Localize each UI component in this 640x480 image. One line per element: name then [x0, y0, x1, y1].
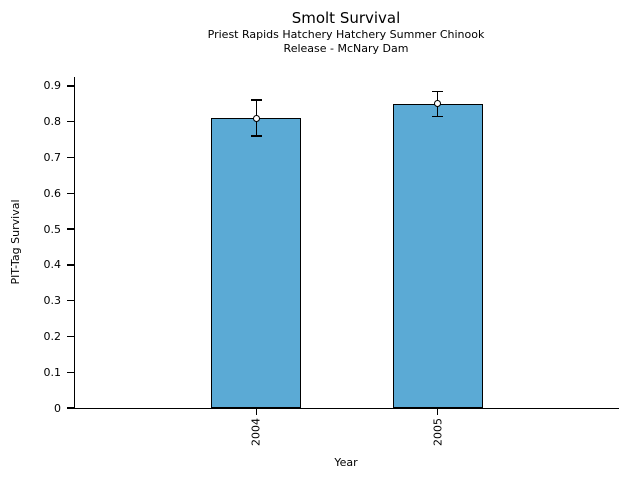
x-axis-tick-label-2004: 2004 — [249, 418, 263, 446]
y-axis-label: PIT-Tag Survival — [9, 199, 22, 285]
x-axis-tick — [436, 408, 439, 415]
chart-subtitle-line2: Release - McNary Dam — [283, 42, 409, 55]
error-bar-marker-2005 — [434, 100, 442, 108]
x-axis-tick-label-2005: 2005 — [431, 418, 445, 446]
y-axis-tick — [66, 85, 74, 87]
y-axis-tick — [66, 264, 74, 266]
y-axis-tick-label: 0.1 — [43, 365, 62, 379]
y-axis-tick-label: 0.5 — [43, 222, 62, 236]
y-axis-tick — [66, 228, 74, 230]
y-axis-tick — [66, 192, 74, 194]
y-axis-tick — [66, 371, 74, 373]
bar-2004 — [211, 118, 302, 408]
x-axis-tick — [255, 408, 258, 415]
error-bar-marker-2004 — [252, 114, 260, 122]
bar-2005 — [392, 103, 483, 408]
y-axis-tick-label: 0.6 — [43, 186, 62, 200]
y-axis-tick — [66, 335, 74, 338]
y-axis-tick-label: 0.3 — [43, 294, 62, 308]
y-axis-tick — [66, 121, 74, 123]
y-axis-tick-label: 0 — [54, 401, 61, 415]
y-axis-tick-label: 0.4 — [43, 258, 62, 272]
error-bar-cap-top-2004 — [250, 99, 262, 102]
chart-subtitle-line1: Priest Rapids Hatchery Hatchery Summer C… — [207, 28, 485, 41]
x-axis-label: Year — [334, 456, 358, 469]
chart-title: Smolt Survival — [291, 9, 401, 27]
error-bar-cap-bottom-2005 — [432, 115, 444, 118]
y-axis-tick-label: 0.9 — [43, 79, 62, 93]
y-axis-tick-label: 0.8 — [43, 115, 62, 129]
y-axis-tick — [66, 407, 74, 409]
plot-area: 0 0.1 0.2 0.3 0.4 0.5 0.6 0.7 0.8 0.9 2004 2005 — [44, 77, 619, 446]
y-axis-tick-label: 0.7 — [43, 151, 62, 164]
y-axis-tick — [66, 156, 74, 159]
y-axis-tick — [66, 299, 74, 302]
error-bar-cap-top-2005 — [432, 90, 444, 93]
y-axis-tick-label: 0.2 — [43, 329, 62, 343]
error-bar-cap-bottom-2004 — [250, 135, 262, 137]
